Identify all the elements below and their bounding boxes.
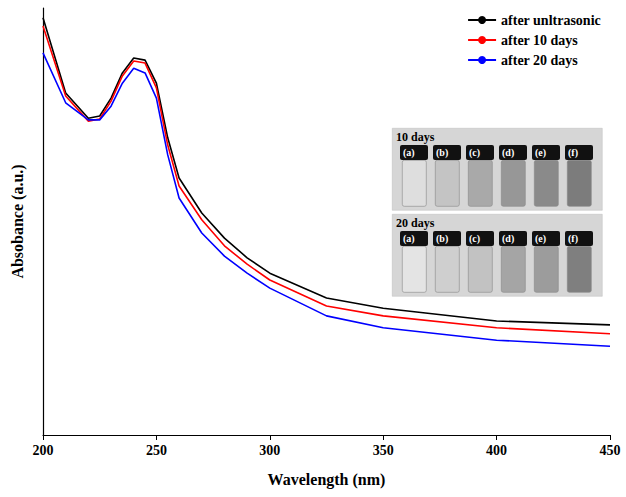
svg-text:20 days: 20 days: [396, 216, 435, 230]
svg-text:350: 350: [373, 443, 394, 458]
svg-text:(f): (f): [568, 233, 578, 245]
svg-text:(e): (e): [535, 147, 546, 159]
svg-text:(b): (b): [436, 233, 448, 245]
svg-text:(c): (c): [469, 233, 480, 245]
svg-text:(d): (d): [502, 233, 514, 245]
svg-text:10 days: 10 days: [396, 130, 435, 144]
svg-text:Absobance (a.u.): Absobance (a.u.): [9, 164, 27, 278]
svg-text:300: 300: [259, 443, 280, 458]
svg-text:(e): (e): [535, 233, 546, 245]
svg-text:(f): (f): [568, 147, 578, 159]
svg-text:(a): (a): [403, 233, 415, 245]
svg-text:250: 250: [146, 443, 167, 458]
svg-text:(d): (d): [502, 147, 514, 159]
svg-text:450: 450: [600, 443, 621, 458]
svg-text:Wavelength (nm): Wavelength (nm): [268, 471, 386, 489]
svg-text:after unltrasonic: after unltrasonic: [501, 13, 601, 28]
svg-text:after 10 days: after 10 days: [501, 33, 578, 48]
svg-text:400: 400: [486, 443, 507, 458]
svg-text:(b): (b): [436, 147, 448, 159]
svg-text:200: 200: [33, 443, 54, 458]
svg-text:(c): (c): [469, 147, 480, 159]
svg-text:after 20 days: after 20 days: [501, 53, 578, 68]
svg-text:(a): (a): [403, 147, 415, 159]
